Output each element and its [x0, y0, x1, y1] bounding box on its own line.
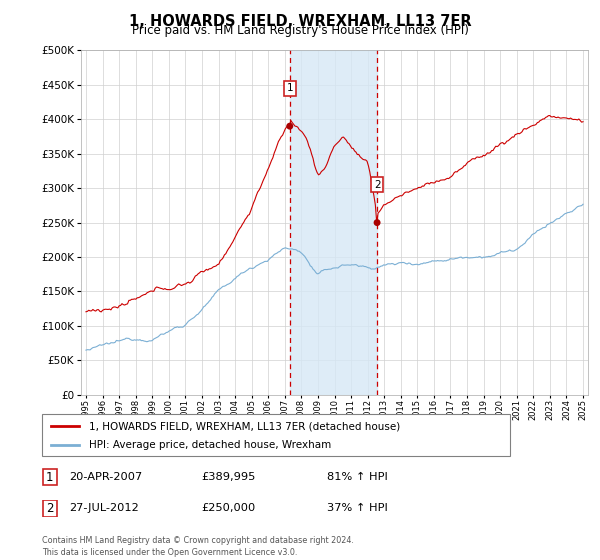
Text: 37% ↑ HPI: 37% ↑ HPI	[327, 503, 388, 514]
Text: 2: 2	[374, 180, 380, 190]
Text: 1, HOWARDS FIELD, WREXHAM, LL13 7ER (detached house): 1, HOWARDS FIELD, WREXHAM, LL13 7ER (det…	[89, 421, 400, 431]
FancyBboxPatch shape	[42, 414, 510, 456]
Point	[372, 218, 382, 227]
Text: HPI: Average price, detached house, Wrexham: HPI: Average price, detached house, Wrex…	[89, 440, 331, 450]
Text: £250,000: £250,000	[201, 503, 255, 514]
Text: Contains HM Land Registry data © Crown copyright and database right 2024.
This d: Contains HM Land Registry data © Crown c…	[42, 536, 354, 557]
Point	[285, 122, 295, 130]
FancyBboxPatch shape	[43, 501, 57, 516]
Text: 27-JUL-2012: 27-JUL-2012	[69, 503, 139, 514]
Text: Price paid vs. HM Land Registry's House Price Index (HPI): Price paid vs. HM Land Registry's House …	[131, 24, 469, 37]
Bar	[290, 50, 377, 395]
FancyBboxPatch shape	[43, 469, 57, 485]
Text: 2: 2	[46, 502, 53, 515]
Text: 1: 1	[46, 470, 53, 484]
Text: 20-APR-2007: 20-APR-2007	[69, 472, 142, 482]
Text: 81% ↑ HPI: 81% ↑ HPI	[327, 472, 388, 482]
Text: 1: 1	[286, 83, 293, 94]
Text: 1, HOWARDS FIELD, WREXHAM, LL13 7ER: 1, HOWARDS FIELD, WREXHAM, LL13 7ER	[128, 14, 472, 29]
Text: £389,995: £389,995	[201, 472, 256, 482]
